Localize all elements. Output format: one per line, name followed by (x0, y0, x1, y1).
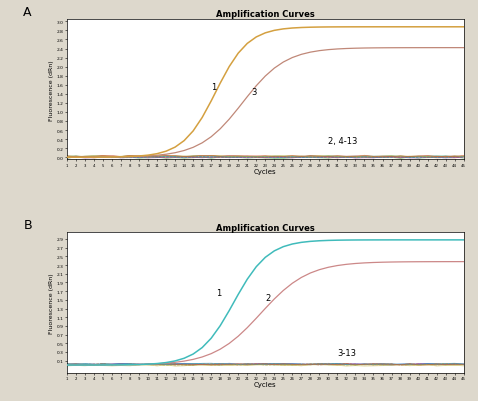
Y-axis label: Fluorescence (dRn): Fluorescence (dRn) (49, 273, 54, 333)
Title: Amplification Curves: Amplification Curves (216, 10, 315, 19)
Text: 3: 3 (252, 87, 257, 97)
X-axis label: Cycles: Cycles (254, 169, 277, 174)
Y-axis label: Fluorescence (dRn): Fluorescence (dRn) (49, 60, 54, 120)
Text: 3-13: 3-13 (337, 348, 357, 358)
Text: 2, 4-13: 2, 4-13 (328, 136, 358, 146)
Text: 2: 2 (265, 293, 271, 302)
Text: 1: 1 (216, 289, 221, 298)
Text: 1: 1 (211, 83, 217, 92)
Text: B: B (23, 219, 32, 232)
X-axis label: Cycles: Cycles (254, 381, 277, 387)
Title: Amplification Curves: Amplification Curves (216, 223, 315, 232)
Text: A: A (23, 6, 32, 19)
